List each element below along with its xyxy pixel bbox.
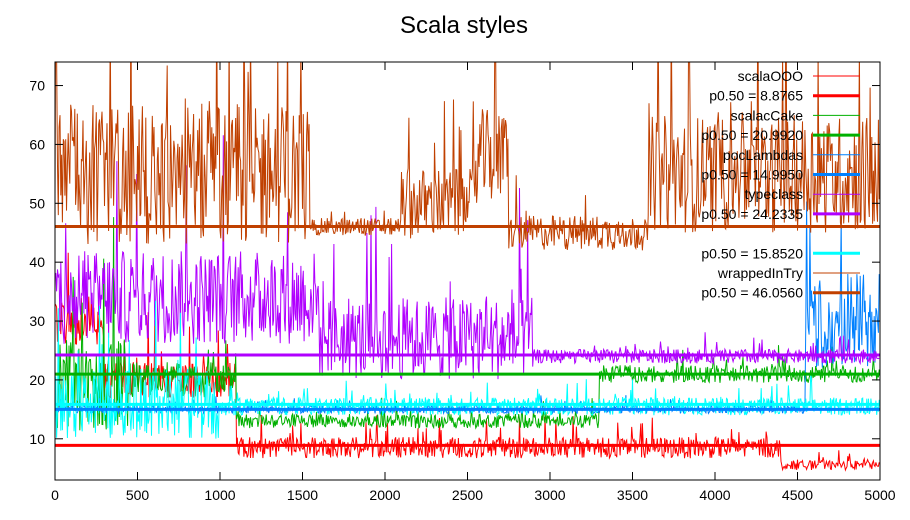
legend-median-label: p0.50 = 15.8520 (701, 245, 803, 261)
y-tick-label: 50 (29, 195, 45, 211)
x-tick-label: 500 (126, 487, 150, 503)
x-tick-label: 1000 (204, 487, 235, 503)
y-tick-label: 20 (29, 372, 45, 388)
legend-series-label: wrappedInTry (717, 265, 803, 281)
chart-title: Scala styles (400, 12, 528, 39)
legend-median-label: p0.50 = 14.9950 (701, 167, 803, 183)
x-tick-label: 1500 (287, 487, 318, 503)
legend-median-label: p0.50 = 24.2335 (701, 206, 803, 222)
x-tick-label: 2000 (369, 487, 400, 503)
legend-median-label: p0.50 = 46.0560 (701, 285, 803, 301)
y-tick-label: 30 (29, 313, 45, 329)
y-tick-label: 60 (29, 136, 45, 152)
legend-series-label: typeclass (745, 186, 803, 202)
y-tick-label: 10 (29, 431, 45, 447)
plot-area (55, 62, 880, 472)
x-tick-label: 0 (51, 487, 59, 503)
x-tick-label: 4000 (699, 487, 730, 503)
legend-median-label: p0.50 = 8.8765 (709, 88, 803, 104)
series-line-3 (55, 135, 880, 380)
x-tick-label: 5000 (864, 487, 895, 503)
legend-series-label: scalaOOO (738, 68, 803, 84)
axes: 0 500 1000 1500 2000 2500 3000 3500 4000 4500 5000… (29, 61, 896, 503)
x-tick-label: 3500 (617, 487, 648, 503)
legend-series-label: pocLambdas (723, 147, 803, 163)
x-tick-label: 2500 (452, 487, 483, 503)
x-tick-label: 3000 (534, 487, 565, 503)
y-tick-label: 70 (29, 78, 45, 94)
legend-median-label: p0.50 = 20.9920 (701, 127, 803, 143)
series-line-1 (55, 217, 880, 431)
legend-series-label: scalacCake (731, 107, 804, 123)
legend: scalaOOO p0.50 = 8.8765 scalacCake p0.50 = … (701, 68, 860, 301)
x-tick-label: 4500 (782, 487, 813, 503)
y-tick-label: 40 (29, 254, 45, 270)
series-line-5 (55, 62, 880, 251)
